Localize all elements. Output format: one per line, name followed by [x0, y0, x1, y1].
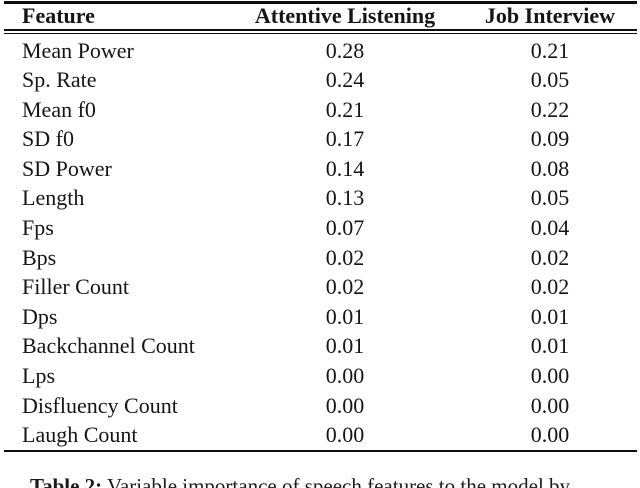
column-header-job-interview: Job Interview	[484, 3, 616, 28]
table-header-row: Feature Attentive Listening Job Intervie…	[0, 3, 640, 29]
attentive-listening-value-cell: 0.28	[325, 37, 365, 63]
job-interview-value-cell: 0.01	[530, 303, 570, 329]
attentive-listening-value-cell: 0.07	[325, 215, 365, 241]
attentive-listening-value-cell: 0.00	[325, 422, 365, 448]
job-interview-value-cell: 0.02	[530, 244, 570, 270]
table-row: Mean Power 0.28 0.21	[0, 36, 640, 66]
attentive-listening-value-cell: 0.17	[325, 126, 365, 152]
table-row: Mean f0 0.21 0.22	[0, 95, 640, 125]
job-interview-value-cell: 0.00	[530, 422, 570, 448]
column-header-attentive-listening: Attentive Listening	[254, 3, 436, 28]
attentive-listening-value-cell: 0.00	[325, 363, 365, 389]
job-interview-value-cell: 0.00	[530, 363, 570, 389]
table-row: SD Power 0.14 0.08	[0, 154, 640, 184]
attentive-listening-value-cell: 0.24	[325, 67, 365, 93]
table-body: Mean Power 0.28 0.21 Sp. Rate 0.24 0.05 …	[0, 36, 640, 450]
table-row: Bps 0.02 0.02	[0, 243, 640, 273]
job-interview-value-cell: 0.02	[530, 274, 570, 300]
feature-cell: Sp. Rate	[22, 67, 97, 93]
feature-cell: Length	[22, 185, 85, 211]
attentive-listening-value-cell: 0.02	[325, 244, 365, 270]
table-row: SD f0 0.17 0.09	[0, 124, 640, 154]
feature-cell: Mean f0	[22, 96, 96, 122]
attentive-listening-value-cell: 0.00	[325, 392, 365, 418]
feature-cell: Bps	[22, 244, 57, 270]
feature-cell: Lps	[22, 363, 55, 389]
table-bottom-rule	[4, 450, 637, 453]
feature-cell: Disfluency Count	[22, 392, 178, 418]
table-row: Sp. Rate 0.24 0.05	[0, 65, 640, 95]
attentive-listening-value-cell: 0.01	[325, 303, 365, 329]
table-top-rule	[4, 1, 637, 4]
column-header-feature: Feature	[22, 3, 95, 28]
job-interview-value-cell: 0.04	[530, 215, 570, 241]
table-row: Backchannel Count 0.01 0.01	[0, 331, 640, 361]
table-caption-label: Table 2:	[30, 474, 103, 488]
job-interview-value-cell: 0.21	[530, 37, 570, 63]
table-row: Length 0.13 0.05	[0, 183, 640, 213]
feature-cell: Filler Count	[22, 274, 129, 300]
attentive-listening-value-cell: 0.02	[325, 274, 365, 300]
job-interview-value-cell: 0.05	[530, 67, 570, 93]
table-header-rule-lower	[4, 32, 637, 35]
job-interview-value-cell: 0.22	[530, 96, 570, 122]
feature-cell: Fps	[22, 215, 54, 241]
table-caption-text: Variable importance of speech features t…	[107, 474, 571, 488]
attentive-listening-value-cell: 0.14	[325, 155, 365, 181]
job-interview-value-cell: 0.08	[530, 155, 570, 181]
table-row: Lps 0.00 0.00	[0, 361, 640, 391]
feature-cell: Dps	[22, 303, 58, 329]
feature-cell: Laugh Count	[22, 422, 138, 448]
feature-cell: SD f0	[22, 126, 74, 152]
table-caption: Table 2: Variable importance of speech f…	[30, 474, 570, 488]
job-interview-value-cell: 0.09	[530, 126, 570, 152]
table-row: Dps 0.01 0.01	[0, 302, 640, 332]
attentive-listening-value-cell: 0.21	[325, 96, 365, 122]
job-interview-value-cell: 0.01	[530, 333, 570, 359]
attentive-listening-value-cell: 0.13	[325, 185, 365, 211]
table-header-rule-upper	[4, 29, 637, 31]
table-row: Filler Count 0.02 0.02	[0, 272, 640, 302]
feature-cell: Backchannel Count	[22, 333, 195, 359]
table-row: Disfluency Count 0.00 0.00	[0, 391, 640, 421]
job-interview-value-cell: 0.05	[530, 185, 570, 211]
feature-cell: Mean Power	[22, 37, 134, 63]
feature-cell: SD Power	[22, 155, 112, 181]
table-row: Fps 0.07 0.04	[0, 213, 640, 243]
table-row: Laugh Count 0.00 0.00	[0, 420, 640, 450]
job-interview-value-cell: 0.00	[530, 392, 570, 418]
attentive-listening-value-cell: 0.01	[325, 333, 365, 359]
